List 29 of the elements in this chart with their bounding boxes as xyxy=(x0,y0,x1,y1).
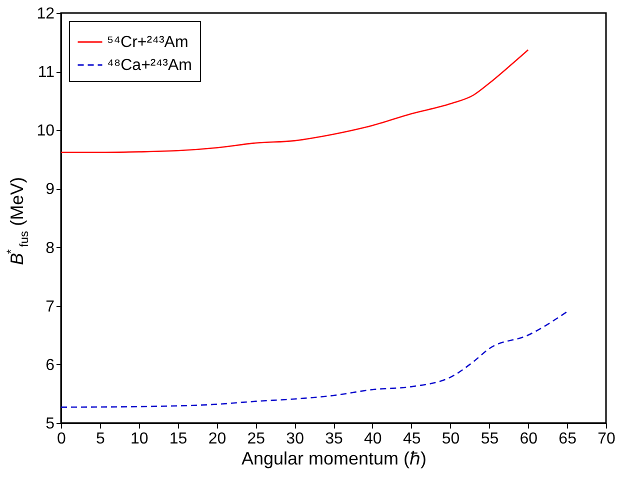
x-tick-label: 15 xyxy=(169,430,188,448)
legend-label: ⁴⁸Ca+²⁴³Am xyxy=(107,57,192,74)
x-tick-label: 0 xyxy=(57,430,66,448)
x-tick-label: 40 xyxy=(364,430,382,448)
x-tick-label: 60 xyxy=(520,430,538,448)
x-tick-label: 10 xyxy=(130,430,148,448)
y-axis-title: B*fus(MeV) xyxy=(4,177,31,265)
x-tick-label: 5 xyxy=(96,430,105,448)
x-tick-label: 50 xyxy=(442,430,460,448)
y-tick-label: 10 xyxy=(36,122,55,140)
x-tick-label: 30 xyxy=(286,430,304,448)
x-tick-label: 25 xyxy=(247,430,266,448)
y-tick-label: 7 xyxy=(46,298,55,316)
x-tick-label: 20 xyxy=(208,430,226,448)
line-series xyxy=(60,311,568,408)
x-tick-label: 45 xyxy=(402,430,421,448)
x-axis-title: Angular momentum (ℏ) xyxy=(241,448,427,468)
y-tick-label: 9 xyxy=(46,181,55,198)
y-tick-label: 6 xyxy=(46,356,55,374)
line-series xyxy=(60,49,529,154)
y-tick-label: 8 xyxy=(46,240,55,257)
y-tick-label: 5 xyxy=(46,416,55,432)
x-tick-label: 65 xyxy=(558,430,577,448)
legend-label: ⁵⁴Cr+²⁴³Am xyxy=(107,34,188,51)
y-tick-label: 12 xyxy=(36,6,55,22)
x-tick-label: 55 xyxy=(480,430,499,448)
y-tick-label: 11 xyxy=(38,64,55,82)
x-tick-label: 70 xyxy=(598,430,616,448)
x-tick-label: 35 xyxy=(325,430,343,448)
